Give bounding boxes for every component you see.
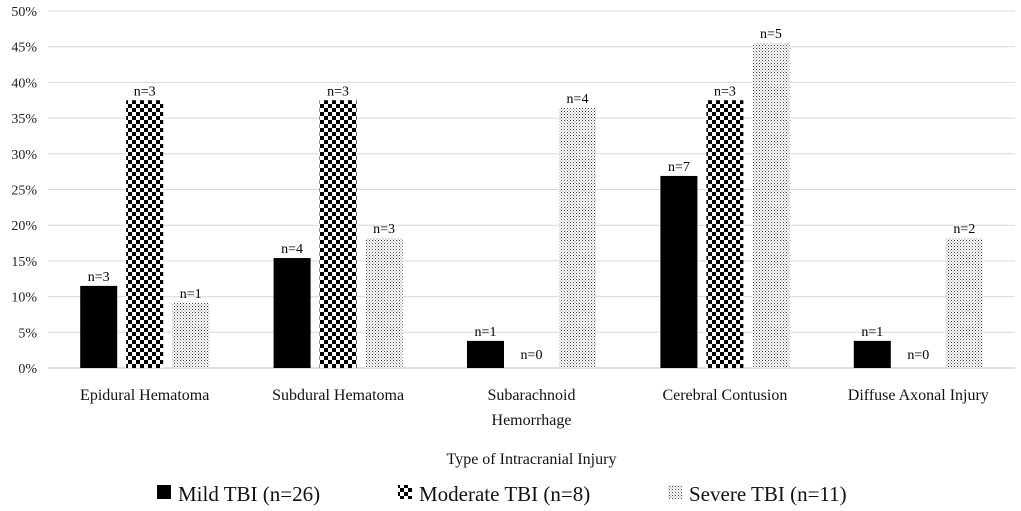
legend-swatch (398, 485, 412, 499)
bar (945, 238, 983, 368)
category-label: Epidural Hematoma (80, 387, 209, 404)
y-tick-label: 45% (11, 41, 37, 56)
data-label: n=3 (327, 84, 349, 99)
y-tick-label: 20% (11, 219, 37, 234)
bar (273, 258, 311, 368)
data-label: n=0 (907, 348, 929, 363)
data-label: n=3 (714, 84, 736, 99)
bar (467, 340, 504, 368)
data-label: n=1 (861, 325, 883, 340)
y-tick-label: 35% (11, 112, 37, 127)
y-tick-label: 30% (11, 148, 37, 163)
bars (80, 43, 983, 368)
y-tick-label: 25% (11, 184, 37, 199)
category-label: Diffuse Axonal Injury (848, 387, 989, 404)
bar (365, 238, 403, 368)
legend: Mild TBI (n=26) Moderate TBI (n=8) Severe … (157, 482, 847, 506)
y-tick-label: 50% (11, 5, 37, 20)
y-axis-ticks: 0% 5% 10% 15% 20% 25% 30% 35% 40% 45% 50% (11, 5, 37, 377)
data-label: n=7 (668, 160, 690, 175)
category-label: Subdural Hematoma (272, 387, 404, 404)
data-label: n=3 (373, 222, 395, 237)
data-label: n=4 (567, 92, 589, 107)
bar (80, 285, 118, 368)
data-label: n=3 (134, 84, 156, 99)
y-tick-label: 0% (18, 362, 37, 377)
y-tick-label: 40% (11, 76, 37, 91)
data-label: n=4 (281, 242, 303, 257)
bar (853, 340, 891, 368)
bar (559, 108, 596, 368)
y-tick-label: 10% (11, 291, 37, 306)
legend-label: Mild TBI (n=26) (178, 482, 320, 506)
data-label: n=1 (475, 325, 497, 340)
bar (752, 43, 790, 368)
data-label: n=2 (953, 222, 975, 237)
x-axis-title: Type of Intracranial Injury (447, 451, 617, 468)
data-label: n=5 (760, 27, 782, 42)
x-axis-categories: Epidural Hematoma Subdural Hematoma Subara… (80, 387, 989, 429)
category-label: Subarachnoid (488, 387, 576, 404)
bar (706, 100, 744, 368)
legend-label: Moderate TBI (n=8) (419, 482, 590, 506)
data-label: n=3 (88, 270, 110, 285)
category-label: Hemorrhage (492, 412, 572, 429)
category-label: Cerebral Contusion (662, 387, 787, 404)
y-tick-label: 15% (11, 255, 37, 270)
data-label: n=0 (521, 348, 543, 363)
legend-label: Severe TBI (n=11) (689, 482, 847, 506)
y-tick-label: 5% (18, 326, 37, 341)
bar (126, 100, 164, 368)
bar (660, 175, 698, 368)
legend-swatch (668, 485, 682, 499)
bar (319, 100, 357, 368)
data-labels: n=3 n=3 n=1 n=4 n=3 n=3 n=1 n=0 n=4 n=7 n=3 n=5 n=1 n… (88, 27, 976, 363)
data-label: n=1 (180, 287, 202, 302)
legend-swatch (157, 485, 171, 499)
bar (172, 303, 210, 368)
